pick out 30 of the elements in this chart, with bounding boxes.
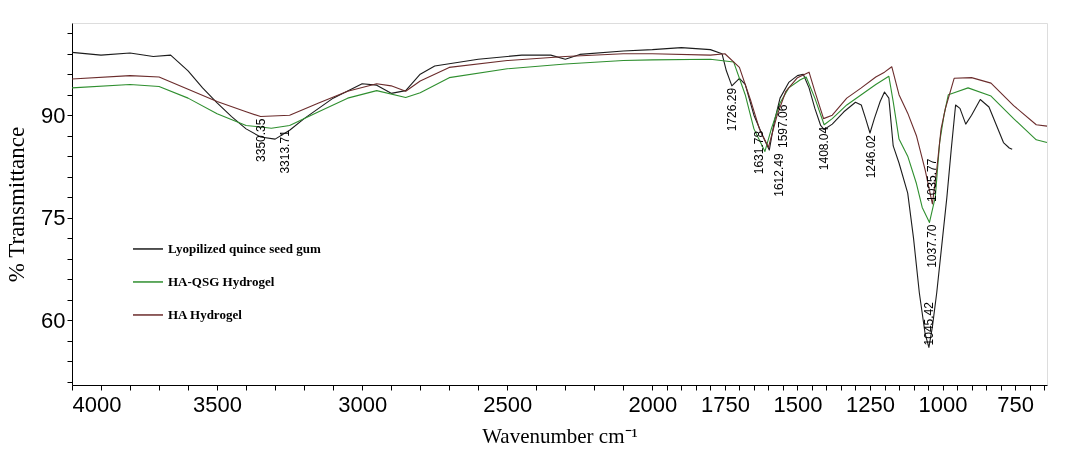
legend-label: HA-QSG Hydrogel: [168, 273, 275, 289]
annotation: 1612.49: [771, 153, 786, 197]
line-series: [71, 47, 1013, 348]
y-axis-title: % Transmittance: [4, 126, 30, 283]
legend-label: HA Hydrogel: [168, 306, 243, 322]
legend-label: Lyopilized quince seed gum: [168, 240, 321, 256]
annotation: 1726.29: [724, 87, 739, 132]
x-tick-label: 1250: [846, 391, 895, 417]
annotation: 3313.71: [278, 129, 293, 174]
y-tick-label: 90: [41, 102, 66, 128]
annotation: 1597.06: [776, 104, 791, 149]
x-tick-label: 4000: [72, 391, 122, 417]
y-tick-label: 60: [41, 307, 66, 333]
x-tick-label: 1000: [918, 391, 968, 417]
x-tick-label: 1750: [700, 391, 750, 417]
x-tick-label: 2000: [628, 391, 678, 417]
x-tick-label: 750: [997, 391, 1034, 417]
annotation: 1037.70: [924, 224, 939, 268]
annotation: 1035.77: [925, 158, 940, 202]
annotation: 1631.78: [752, 130, 767, 175]
annotation: 1045.42: [922, 301, 937, 346]
x-tick-label: 1500: [773, 391, 823, 417]
annotation: 1246.02: [864, 134, 879, 179]
annotation: 3350.35: [253, 118, 268, 162]
x-tick-label: 2500: [483, 391, 533, 417]
y-tick-label: 75: [41, 205, 66, 231]
x-axis-title: Wavenumber cm⁻¹: [482, 423, 638, 448]
x-tick-label: 3500: [193, 391, 243, 417]
x-tick-label: 3000: [338, 391, 388, 417]
annotation: 1408.04: [817, 126, 832, 171]
